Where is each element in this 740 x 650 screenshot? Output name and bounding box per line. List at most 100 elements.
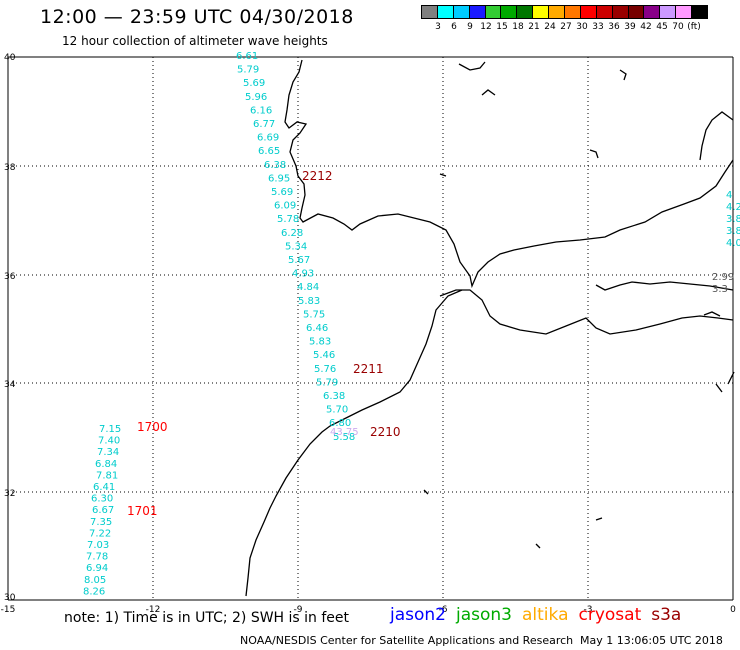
- satellite-name: cryosat: [578, 605, 642, 625]
- y-axis-label: 38: [4, 163, 16, 173]
- wave-height-value: 6.67: [92, 505, 114, 516]
- wave-height-value: 8.05: [84, 575, 106, 586]
- legend-label: 42: [640, 22, 652, 32]
- legend-swatches: [421, 5, 709, 19]
- wave-height-value: 6.61: [236, 51, 258, 62]
- wave-height-value: 6.69: [257, 133, 279, 144]
- legend-label: 12: [480, 22, 492, 32]
- wave-height-value: 7.03: [87, 540, 109, 551]
- legend-label: 9: [467, 22, 473, 32]
- legend-label: 18: [512, 22, 524, 32]
- wave-height-value: 5.70: [326, 405, 348, 416]
- wave-height-value: 7.34: [97, 447, 119, 458]
- wave-height-value: 5.34: [285, 241, 307, 252]
- legend-label: 36: [608, 22, 620, 32]
- wave-height-value: 5.79: [316, 377, 338, 388]
- wave-height-value: 6.09: [274, 201, 296, 212]
- wave-height-value: 8.26: [83, 586, 105, 597]
- wave-height-value: 7.40: [98, 436, 120, 447]
- legend-label: (ft): [687, 22, 701, 32]
- x-axis-label: -15: [1, 605, 16, 615]
- satellite-name: s3a: [651, 605, 682, 625]
- legend-label: 70: [672, 22, 684, 32]
- satellite-name: jason2: [390, 605, 446, 625]
- wave-height-value: 6.38: [323, 391, 345, 402]
- generated-timestamp: May 1 13:06:05 UTC 2018: [580, 634, 723, 647]
- wave-height-value: 6.94: [86, 563, 108, 574]
- wave-height-value: 3.3: [712, 284, 728, 295]
- wave-height-value: 6.46: [306, 323, 328, 334]
- wave-height-value: 7.81: [96, 470, 118, 481]
- satellite-legend: jason2 jason3 altika cryosat s3a: [390, 605, 691, 625]
- color-legend: 3 6 9 12 15 18 21 24 27 30 33 36 39 42 45 70 (ft): [421, 5, 709, 39]
- legend-label: 21: [528, 22, 540, 32]
- legend-label: 3: [435, 22, 441, 32]
- x-axis-label: -6: [439, 605, 448, 615]
- map-frame: [7, 56, 734, 601]
- wave-height-value: 4.06: [726, 238, 740, 249]
- legend-labels: 3 6 9 12 15 18 21 24 27 30 33 36 39 42 45 70 (ft): [421, 22, 707, 36]
- legend-label: 39: [624, 22, 636, 32]
- legend-label: 45: [656, 22, 668, 32]
- wave-height-value: 4: [726, 190, 732, 201]
- wave-height-tracks: 6.61 5.79 5.69 5.96 6.16 6.77 6.69 6.65 6.38 6.95…: [83, 51, 740, 597]
- wave-height-value: 6.38: [264, 160, 286, 171]
- wave-height-value: 7.35: [90, 517, 112, 528]
- wave-height-value: 43.75: [330, 427, 359, 438]
- wave-height-value: 6.80: [329, 418, 351, 429]
- x-axis-label: -9: [294, 605, 303, 615]
- legend-label: 33: [592, 22, 604, 32]
- pass-time-label: 2211: [353, 362, 384, 376]
- wave-height-value: 5.58: [333, 432, 355, 443]
- x-axis-label: 0: [730, 605, 736, 615]
- wave-height-value: 5.46: [313, 350, 335, 361]
- pass-time-label: 2212: [302, 169, 333, 183]
- wave-height-value: 6.41: [93, 482, 115, 493]
- legend-label: 30: [576, 22, 588, 32]
- coastlines: [245, 59, 735, 597]
- wave-height-value: 4.2: [726, 202, 740, 213]
- legend-label: 24: [544, 22, 556, 32]
- wave-height-value: 5.67: [288, 255, 310, 266]
- pass-time-label: 1700: [137, 420, 168, 434]
- y-axis-label: 36: [4, 272, 16, 282]
- wave-height-value: 5.69: [243, 78, 265, 89]
- wave-height-value: 5.75: [303, 309, 325, 320]
- wave-height-value: 5.96: [245, 92, 267, 103]
- wave-height-value: 3.8: [726, 214, 740, 225]
- wave-height-value: 7.15: [99, 424, 121, 435]
- legend-swatch: [691, 5, 709, 19]
- x-axis-label: -12: [146, 605, 161, 615]
- graticule: [8, 57, 733, 600]
- y-axis-label: 32: [4, 489, 15, 499]
- wave-height-value: 6.16: [250, 105, 272, 116]
- wave-height-value: 2.99: [712, 272, 734, 283]
- wave-height-value: 5.83: [298, 296, 320, 307]
- wave-height-value: 5.78: [277, 214, 299, 225]
- wave-height-value: 7.78: [86, 552, 108, 563]
- wave-height-value: 3.8: [726, 226, 740, 237]
- map-subtitle: 12 hour collection of altimeter wave hei…: [62, 34, 328, 48]
- satellite-name: altika: [522, 605, 569, 625]
- wave-height-value: 5.76: [314, 364, 336, 375]
- credit-line: NOAA/NESDIS Center for Satellite Applica…: [240, 634, 574, 647]
- pass-time-label: 2210: [370, 425, 401, 439]
- wave-height-value: 6.28: [281, 228, 303, 239]
- y-axis-label: 30: [4, 593, 16, 603]
- map-title: 12:00 — 23:59 UTC 04/30/2018: [40, 6, 354, 28]
- wave-height-value: 6.84: [95, 459, 117, 470]
- wave-height-value: 7.22: [89, 528, 111, 539]
- wave-height-value: 5.79: [237, 65, 259, 76]
- pass-time-label: 1701: [127, 504, 158, 518]
- legend-label: 6: [451, 22, 457, 32]
- wave-height-value: 5.83: [309, 337, 331, 348]
- x-axis-label: -3: [584, 605, 593, 615]
- satellite-name: jason3: [456, 605, 512, 625]
- wave-height-value: 4.84: [297, 282, 319, 293]
- axis-labels: -15 -12 -9 -6 -3 0 40 38 36 34 32 30: [1, 53, 736, 615]
- wave-height-value: 4.93: [292, 269, 314, 280]
- wave-height-value: 6.77: [253, 119, 275, 130]
- y-axis-label: 40: [4, 53, 16, 63]
- wave-height-value: 5.69: [271, 187, 293, 198]
